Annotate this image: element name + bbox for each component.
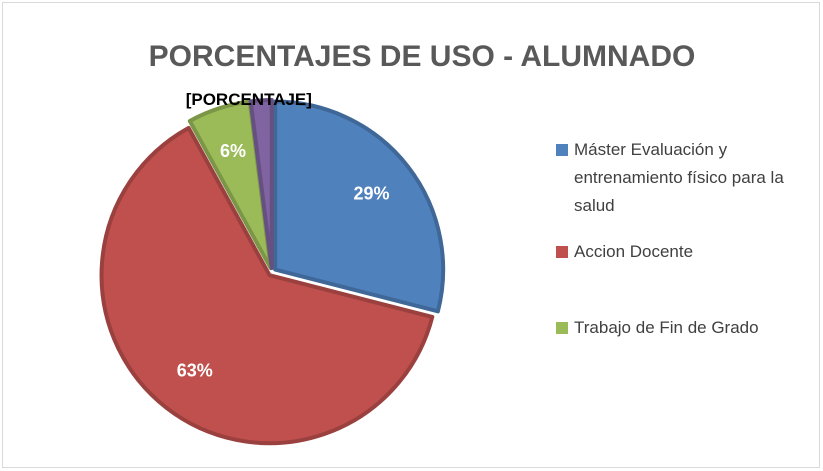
legend-swatch [556, 322, 568, 334]
legend-label: Máster Evaluación y entrenamiento físico… [574, 140, 784, 215]
chart-title: PORCENTAJES DE USO - ALUMNADO [149, 40, 696, 73]
data-label: 63% [177, 360, 213, 380]
legend-item: Trabajo de Fin de Grado [556, 314, 789, 342]
legend-item: Máster Evaluación y entrenamiento físico… [556, 136, 789, 220]
legend-item: Accion Docente [556, 238, 789, 266]
pie-slice [99, 125, 435, 446]
legend: Máster Evaluación y entrenamiento físico… [556, 136, 806, 342]
data-label: [PORCENTAJE] [186, 90, 312, 109]
data-label: 6% [220, 141, 246, 161]
data-label: 29% [354, 184, 390, 204]
pie-slice [248, 98, 274, 271]
legend-label: Trabajo de Fin de Grado [574, 318, 759, 337]
pie-slice [273, 99, 446, 314]
legend-swatch [556, 246, 568, 258]
legend-label: Accion Docente [574, 242, 694, 261]
legend-swatch [556, 144, 568, 156]
